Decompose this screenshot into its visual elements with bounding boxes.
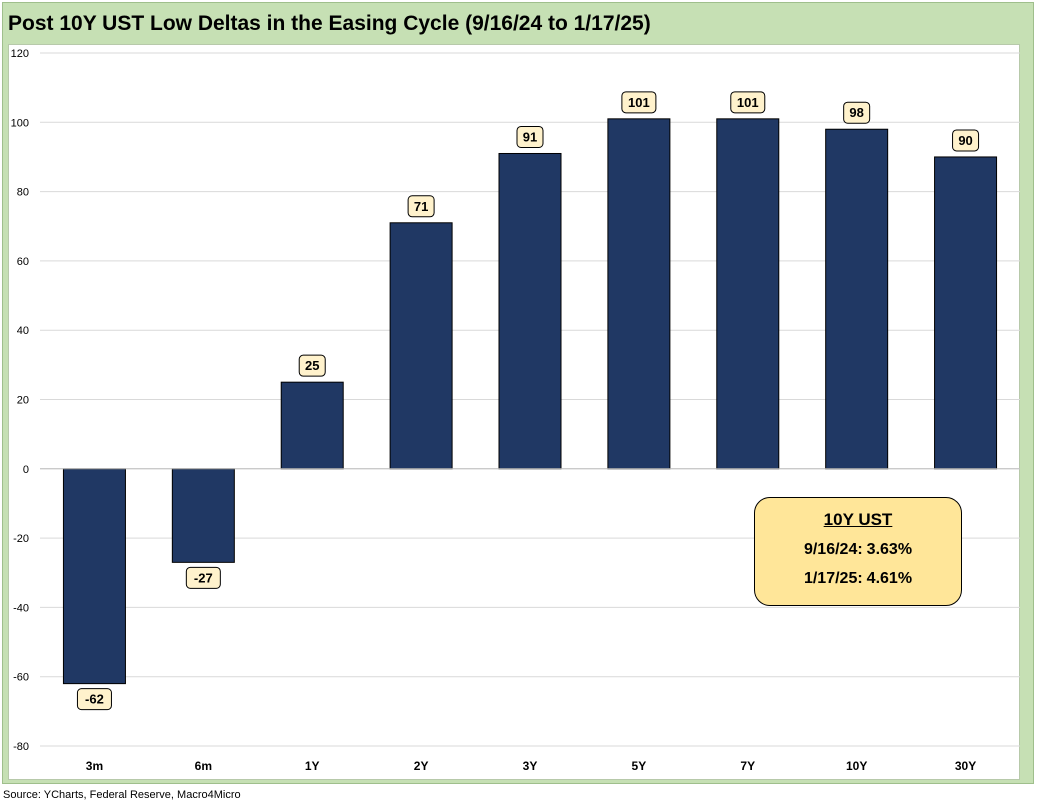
data-label: -27 (194, 570, 213, 585)
x-tick-label: 30Y (955, 759, 976, 773)
data-label: 90 (958, 133, 972, 148)
data-label-box (407, 195, 435, 218)
bar (389, 222, 453, 470)
data-label-box (730, 91, 766, 114)
bar (62, 468, 126, 685)
data-label: -62 (85, 692, 104, 707)
x-tick-label: 6m (195, 759, 212, 773)
data-label: 101 (628, 95, 650, 110)
data-label-box (621, 91, 657, 114)
y-tick-label: 120 (11, 48, 29, 60)
data-label: 71 (414, 199, 428, 214)
y-tick-label: 60 (17, 256, 29, 268)
x-tick-label: 5Y (632, 759, 647, 773)
data-label: 25 (305, 358, 319, 373)
callout-line-1: 9/16/24: 3.63% (755, 541, 961, 559)
y-tick-label: 20 (17, 395, 29, 407)
data-label: 98 (849, 105, 863, 120)
x-tick-label: 3m (86, 759, 103, 773)
bar (934, 156, 998, 470)
data-label: 91 (523, 129, 537, 144)
callout-date-1: 9/16/24: (803, 541, 863, 558)
callout-title: 10Y UST (823, 510, 893, 529)
y-tick-label: 100 (11, 117, 29, 129)
x-tick-label: 7Y (740, 759, 755, 773)
y-tick-label: 80 (17, 187, 29, 199)
y-tick-label: 0 (23, 464, 29, 476)
x-tick-label: 3Y (523, 759, 538, 773)
data-label-box (843, 101, 871, 124)
chart-title: Post 10Y UST Low Deltas in the Easing Cy… (8, 12, 651, 35)
bar (498, 152, 562, 470)
y-tick-label: -60 (13, 672, 29, 684)
bar (825, 128, 889, 470)
x-tick-label: 10Y (846, 759, 867, 773)
data-label-box (298, 354, 326, 377)
x-tick-label: 2Y (414, 759, 429, 773)
data-label-box (185, 566, 221, 589)
bar (280, 381, 344, 470)
bar (607, 118, 671, 470)
x-tick-label: 1Y (305, 759, 320, 773)
source-note: Source: YCharts, Federal Reserve, Macro4… (3, 789, 241, 801)
bar (171, 468, 235, 563)
y-tick-label: -40 (13, 602, 29, 614)
callout-box: 10Y UST 9/16/24: 3.63% 1/17/25: 4.61% (754, 497, 962, 606)
callout-value-2: 4.61% (866, 570, 913, 587)
bar (716, 118, 780, 470)
data-label-box (76, 688, 112, 711)
y-tick-label: 40 (17, 325, 29, 337)
data-label-box (516, 125, 544, 148)
callout-line-2: 1/17/25: 4.61% (755, 570, 961, 588)
data-label: 101 (737, 95, 759, 110)
callout-value-1: 3.63% (866, 541, 913, 558)
callout-date-2: 1/17/25: (803, 570, 863, 587)
data-label-box (952, 129, 980, 152)
y-tick-label: -80 (13, 741, 29, 753)
y-tick-label: -20 (13, 533, 29, 545)
